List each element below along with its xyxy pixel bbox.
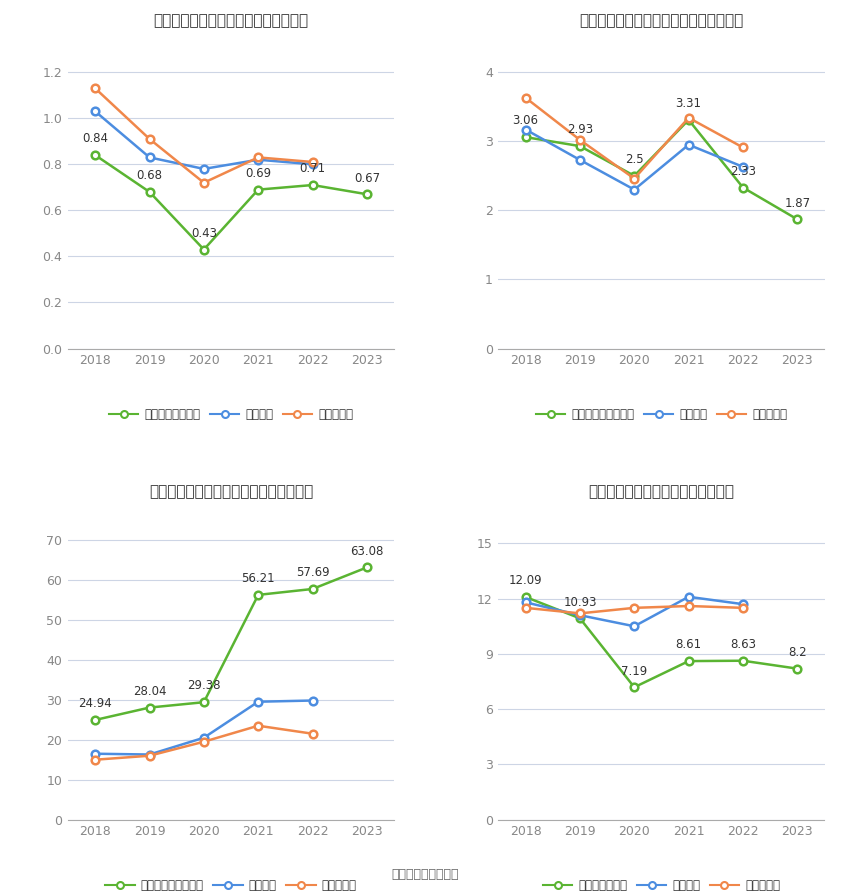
- Text: 56.21: 56.21: [241, 572, 275, 585]
- Text: 8.2: 8.2: [788, 646, 807, 659]
- Text: 29.38: 29.38: [187, 680, 221, 692]
- Text: 2.93: 2.93: [567, 123, 593, 136]
- Title: 卫星化学历年应收账款周转率情况（次）: 卫星化学历年应收账款周转率情况（次）: [149, 485, 313, 499]
- Text: 10.93: 10.93: [564, 595, 597, 609]
- Text: 0.43: 0.43: [191, 227, 217, 240]
- Text: 0.69: 0.69: [245, 167, 271, 180]
- Text: 2.5: 2.5: [625, 153, 643, 166]
- Text: 1.87: 1.87: [785, 197, 810, 209]
- Text: 57.69: 57.69: [296, 567, 329, 579]
- Text: 数据来源：恒生聚源: 数据来源：恒生聚源: [391, 868, 459, 880]
- Text: 3.06: 3.06: [513, 114, 539, 127]
- Text: 24.94: 24.94: [78, 698, 112, 710]
- Text: 0.68: 0.68: [137, 169, 162, 183]
- Text: 0.84: 0.84: [82, 133, 108, 145]
- Title: 卫星化学历年固定资产周转率情况（次）: 卫星化学历年固定资产周转率情况（次）: [580, 13, 744, 29]
- Text: 3.31: 3.31: [676, 97, 701, 110]
- Text: 8.61: 8.61: [676, 638, 702, 651]
- Legend: 公司存货周转率, 行业均值, 行业中位数: 公司存货周转率, 行业均值, 行业中位数: [538, 874, 785, 891]
- Text: 28.04: 28.04: [133, 685, 167, 698]
- Title: 卫星化学历年存货周转率情况（次）: 卫星化学历年存货周转率情况（次）: [588, 485, 734, 499]
- Legend: 公司应收账款周转率, 行业均值, 行业中位数: 公司应收账款周转率, 行业均值, 行业中位数: [101, 874, 361, 891]
- Text: 8.63: 8.63: [730, 638, 756, 651]
- Text: 7.19: 7.19: [621, 665, 648, 677]
- Text: 63.08: 63.08: [350, 544, 383, 558]
- Legend: 公司总资产周转率, 行业均值, 行业中位数: 公司总资产周转率, 行业均值, 行业中位数: [105, 403, 358, 426]
- Text: 0.67: 0.67: [354, 172, 380, 184]
- Text: 12.09: 12.09: [509, 575, 542, 587]
- Title: 卫星化学历年总资产周转率情况（次）: 卫星化学历年总资产周转率情况（次）: [154, 13, 309, 29]
- Text: 0.71: 0.71: [299, 162, 326, 176]
- Legend: 公司固定资产周转率, 行业均值, 行业中位数: 公司固定资产周转率, 行业均值, 行业中位数: [531, 403, 791, 426]
- Text: 2.33: 2.33: [730, 165, 756, 178]
